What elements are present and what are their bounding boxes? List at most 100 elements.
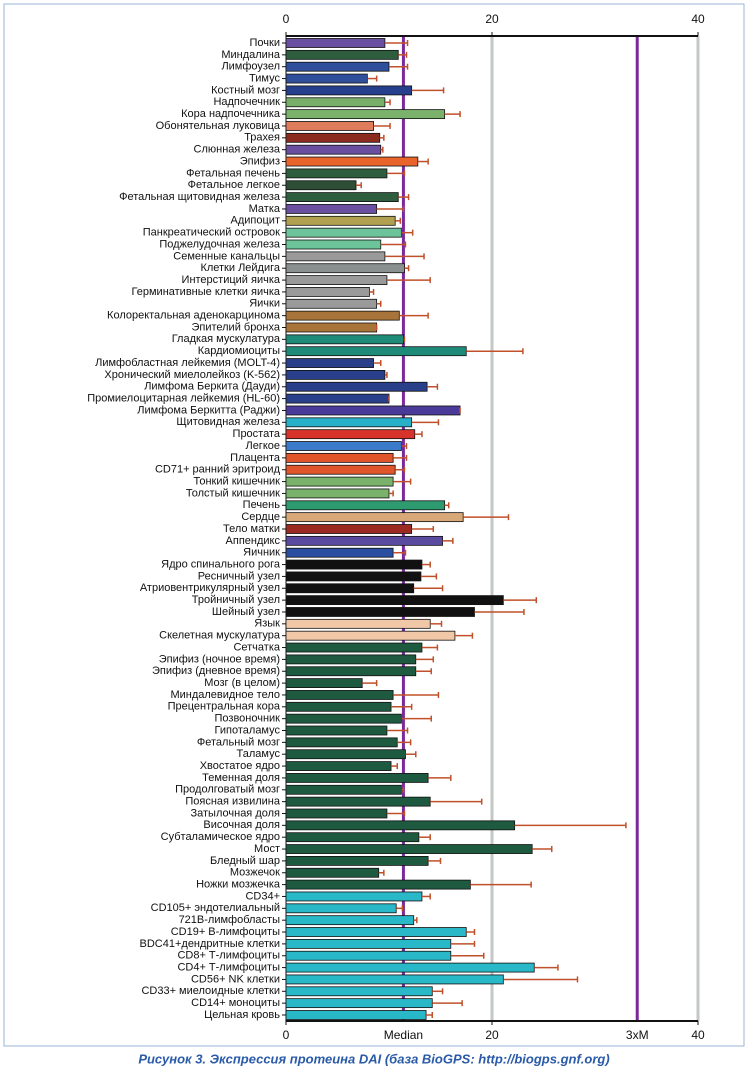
error-bar: [373, 122, 391, 129]
bar: [285, 1010, 427, 1020]
y-tick-label: Лимфома Беркита (Дауди): [144, 381, 280, 393]
y-tick-label: Кора надпочечника: [181, 108, 281, 120]
bar: [285, 97, 386, 108]
error-bar: [432, 1000, 463, 1007]
bar: [285, 441, 402, 451]
bar: [285, 867, 380, 878]
y-tick-label: Легкое: [245, 440, 280, 452]
bar: [285, 891, 423, 902]
error-bar: [401, 786, 405, 793]
y-tick-label: BDC41+дендритные клетки: [140, 938, 280, 950]
bar: [285, 666, 417, 677]
bar: [285, 678, 363, 688]
y-tick-label: Лимфоузел: [221, 61, 280, 73]
y-tick-label: Мозжечок: [230, 867, 280, 879]
y-tick-label: Поджелудочная железа: [159, 238, 281, 250]
bar: [285, 654, 417, 665]
bar: [285, 879, 471, 890]
error-bar: [393, 478, 412, 485]
error-bar: [384, 371, 388, 378]
error-bar: [380, 146, 384, 153]
error-bar: [404, 265, 410, 272]
y-tick-label: Яички: [249, 298, 280, 310]
error-bar: [421, 561, 431, 568]
bar: [285, 701, 392, 712]
y-tick-label: Фетальное легкое: [188, 179, 280, 191]
error-bar: [401, 229, 414, 236]
bar: [285, 607, 475, 617]
y-tick-label: Промиелоцитарная лейкемия (HL-60): [87, 393, 280, 405]
y-tick-label: Простата: [233, 428, 281, 440]
error-bar: [395, 466, 406, 473]
y-tick-label: Фетальная печень: [186, 167, 280, 179]
y-tick-label: Миндалевидное тело: [170, 689, 280, 701]
y-tick-label: Ножки мозжечка: [196, 879, 281, 891]
y-tick-label: Герминативные клетки яичка: [132, 286, 281, 298]
bar: [285, 595, 504, 606]
bar: [285, 844, 533, 854]
error-bar: [466, 348, 524, 355]
y-tick-label: Таламус: [237, 748, 281, 760]
y-tick-label: Позвоночник: [215, 713, 281, 725]
error-bar: [391, 703, 413, 710]
y-tick-label: Ресничный узел: [198, 570, 280, 582]
bar: [285, 49, 399, 60]
bar: [285, 856, 429, 866]
bar: [285, 488, 390, 499]
bar: [285, 204, 378, 214]
bar: [285, 749, 406, 760]
error-bar: [405, 751, 417, 758]
y-tick-label: Гипоталамус: [215, 724, 281, 736]
bar: [285, 571, 422, 582]
reference-label: Median: [384, 1028, 423, 1042]
bar: [285, 381, 428, 392]
y-tick-label: Тимус: [249, 72, 280, 84]
y-tick-label: Хронический миелолейкоз (K-562): [104, 369, 280, 381]
caption: Рисунок 3. Экспрессия протеина DAI (база…: [138, 1051, 609, 1066]
bar: [285, 832, 420, 843]
bar: [285, 903, 397, 914]
x-tick-label: 20: [485, 12, 499, 26]
y-tick-label: Хвостатое ядро: [200, 760, 280, 772]
bar: [285, 73, 368, 84]
y-tick-label: Шейный узел: [212, 606, 280, 618]
error-bar: [386, 810, 406, 817]
error-bar: [418, 834, 431, 841]
error-bar: [369, 288, 375, 295]
x-tick-label: 0: [283, 1028, 290, 1042]
y-tick-label: Поясная извилина: [185, 796, 280, 808]
y-tick-label: CD56+ NK клетки: [191, 973, 280, 985]
bar: [285, 429, 416, 440]
bar: [285, 334, 404, 345]
bar: [285, 927, 467, 937]
y-tick-label: Ядро спинального рога: [161, 558, 281, 570]
y-tick-label: Толстый кишечник: [186, 487, 280, 499]
error-bar: [470, 881, 532, 888]
error-bar: [503, 976, 579, 983]
error-bar: [398, 194, 410, 201]
error-bar: [384, 40, 409, 46]
error-bar: [379, 134, 385, 141]
bar: [285, 784, 402, 795]
y-tick-label: Лимфобластная лейкемия (MOLT-4): [95, 357, 280, 369]
bar: [285, 500, 446, 511]
bar: [285, 796, 431, 807]
error-bar: [376, 205, 405, 212]
error-bar: [474, 608, 525, 615]
bar: [285, 761, 392, 771]
y-tick-label: Миндалина: [221, 49, 281, 61]
error-bar: [393, 454, 408, 461]
x-tick-label: 40: [691, 1028, 705, 1042]
bar: [285, 346, 467, 357]
y-tick-label: CD8+ Т-лимфоциты: [177, 950, 280, 962]
error-bar: [395, 217, 402, 224]
error-bar: [421, 893, 431, 900]
bar: [285, 820, 516, 831]
bar: [285, 690, 394, 700]
error-bar: [432, 988, 444, 995]
error-bar: [532, 846, 553, 853]
bar: [285, 358, 374, 368]
error-bar: [384, 253, 425, 260]
y-tick-label: Яичник: [243, 547, 280, 559]
bar: [285, 915, 415, 926]
